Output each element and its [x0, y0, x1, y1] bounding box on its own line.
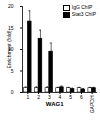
svg-text:20: 20	[8, 3, 14, 9]
svg-text:15: 15	[8, 25, 14, 31]
svg-text:4: 4	[59, 94, 62, 100]
svg-text:5: 5	[69, 94, 72, 100]
html-text:IgG ChIP: IgG ChIP	[71, 4, 93, 10]
svg-text:WAG1: WAG1	[46, 101, 64, 107]
svg-text:1: 1	[26, 94, 29, 100]
svg-text:3: 3	[48, 94, 51, 100]
svg-text:5: 5	[10, 67, 14, 74]
html-text:Stat3 ChIP: Stat3 ChIP	[71, 11, 96, 17]
svg-text:Enrichment (fold): Enrichment (fold)	[6, 30, 12, 68]
svg-text:0: 0	[11, 89, 14, 95]
svg-text:2: 2	[37, 94, 40, 100]
svg-text:GAPDH: GAPDH	[89, 95, 95, 113]
svg-text:6: 6	[80, 94, 83, 100]
